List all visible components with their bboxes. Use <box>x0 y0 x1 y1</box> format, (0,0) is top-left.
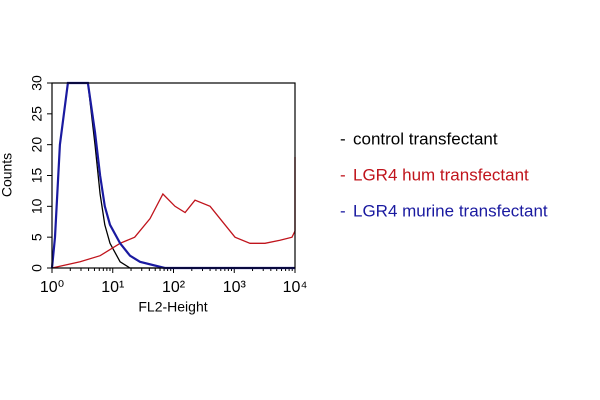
y-tick-label: 5 <box>29 233 45 241</box>
y-tick-label: 20 <box>29 137 45 153</box>
x-tick-label: 10¹ <box>101 279 124 296</box>
legend-label: control transfectant <box>353 129 498 148</box>
y-tick-label: 30 <box>29 75 45 91</box>
x-tick-label: 10⁰ <box>40 279 64 296</box>
legend-dash: - <box>340 165 346 184</box>
x-tick-label: 10³ <box>223 279 247 296</box>
x-tick-label: 10² <box>162 279 186 296</box>
plot-frame <box>51 82 296 269</box>
series-line <box>51 82 295 269</box>
y-axis-label: Counts <box>0 153 15 197</box>
legend-dash: - <box>340 201 346 220</box>
y-tick-label: 10 <box>29 198 45 214</box>
legend-label: LGR4 murine transfectant <box>353 201 548 220</box>
x-tick-label: 10⁴ <box>283 279 308 296</box>
y-tick-label: 15 <box>29 168 45 184</box>
y-tick-label: 25 <box>29 106 45 122</box>
series-line <box>50 81 295 270</box>
series-line <box>51 157 296 269</box>
legend-label: LGR4 hum transfectant <box>353 165 529 184</box>
y-tick-label: 0 <box>29 264 45 272</box>
x-axis-label: FL2-Height <box>138 299 207 315</box>
legend-dash: - <box>340 129 346 148</box>
